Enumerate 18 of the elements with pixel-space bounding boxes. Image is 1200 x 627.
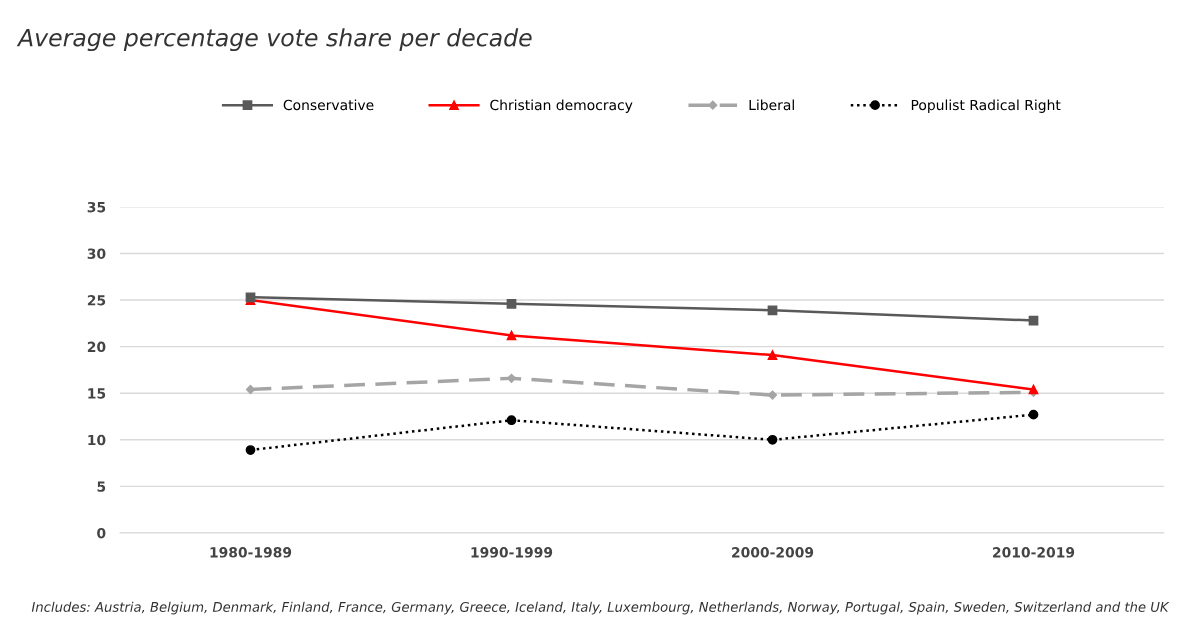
y-tick-label: 10 (88, 434, 106, 446)
x-tick-label: 1990-1999 (471, 547, 553, 558)
x-tick-label: 1980-1989 (210, 547, 292, 558)
chart-title: Average percentage vote share per decade (16, 28, 532, 52)
y-tick-label: 35 (87, 201, 106, 213)
text: Includes: Austria, Belgium, Denmark, Finland, France, Germany, Greece, Iceland, Italy, Luxembourg, Netherlands, Norway, Portugal, Spain, Sweden, Switzerland and the UK (31, 601, 1170, 615)
y-tick-label: 20 (87, 341, 106, 353)
legend-label: Christian democracy (490, 99, 633, 113)
x-tick-label: 2000-2009 (732, 547, 814, 558)
legend-label: Liberal (749, 99, 794, 111)
legend-label: Conservative (283, 99, 374, 111)
y-tick-label: 30 (87, 248, 106, 259)
y-tick-label: 15 (88, 388, 106, 399)
y-tick-label: 25 (87, 295, 106, 306)
y-tick-label: 0 (97, 527, 106, 539)
legend-label: Populist Radical Right (911, 99, 1061, 113)
x-tick-label: 2010-2019 (993, 547, 1075, 558)
y-tick-label: 5 (97, 481, 106, 492)
